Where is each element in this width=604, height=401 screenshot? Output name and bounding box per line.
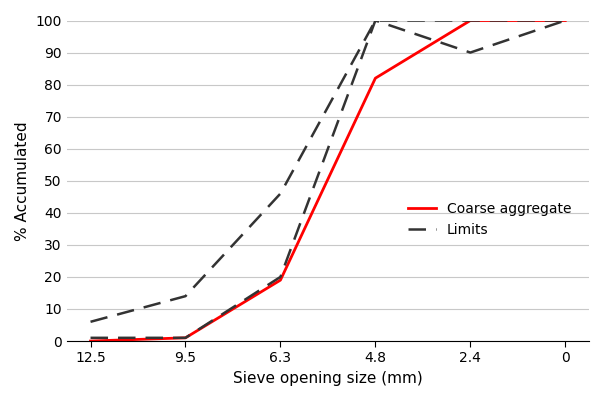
Coarse aggregate (182, 335, 189, 340)
Limits (371, 18, 379, 23)
Line: Coarse aggregate: Coarse aggregate (91, 20, 565, 341)
X-axis label: Sieve opening size (mm): Sieve opening size (mm) (233, 371, 423, 386)
Coarse aggregate (87, 338, 94, 343)
Limits (182, 294, 189, 299)
Line: Limits: Limits (91, 20, 565, 322)
Legend: Coarse aggregate, Limits: Coarse aggregate, Limits (402, 196, 577, 242)
Limits (87, 319, 94, 324)
Coarse aggregate (277, 278, 284, 283)
Y-axis label: % Accumulated: % Accumulated (15, 121, 30, 241)
Coarse aggregate (467, 18, 474, 23)
Limits (277, 191, 284, 196)
Limits (562, 18, 569, 23)
Limits (467, 18, 474, 23)
Coarse aggregate (562, 18, 569, 23)
Coarse aggregate (371, 76, 379, 81)
